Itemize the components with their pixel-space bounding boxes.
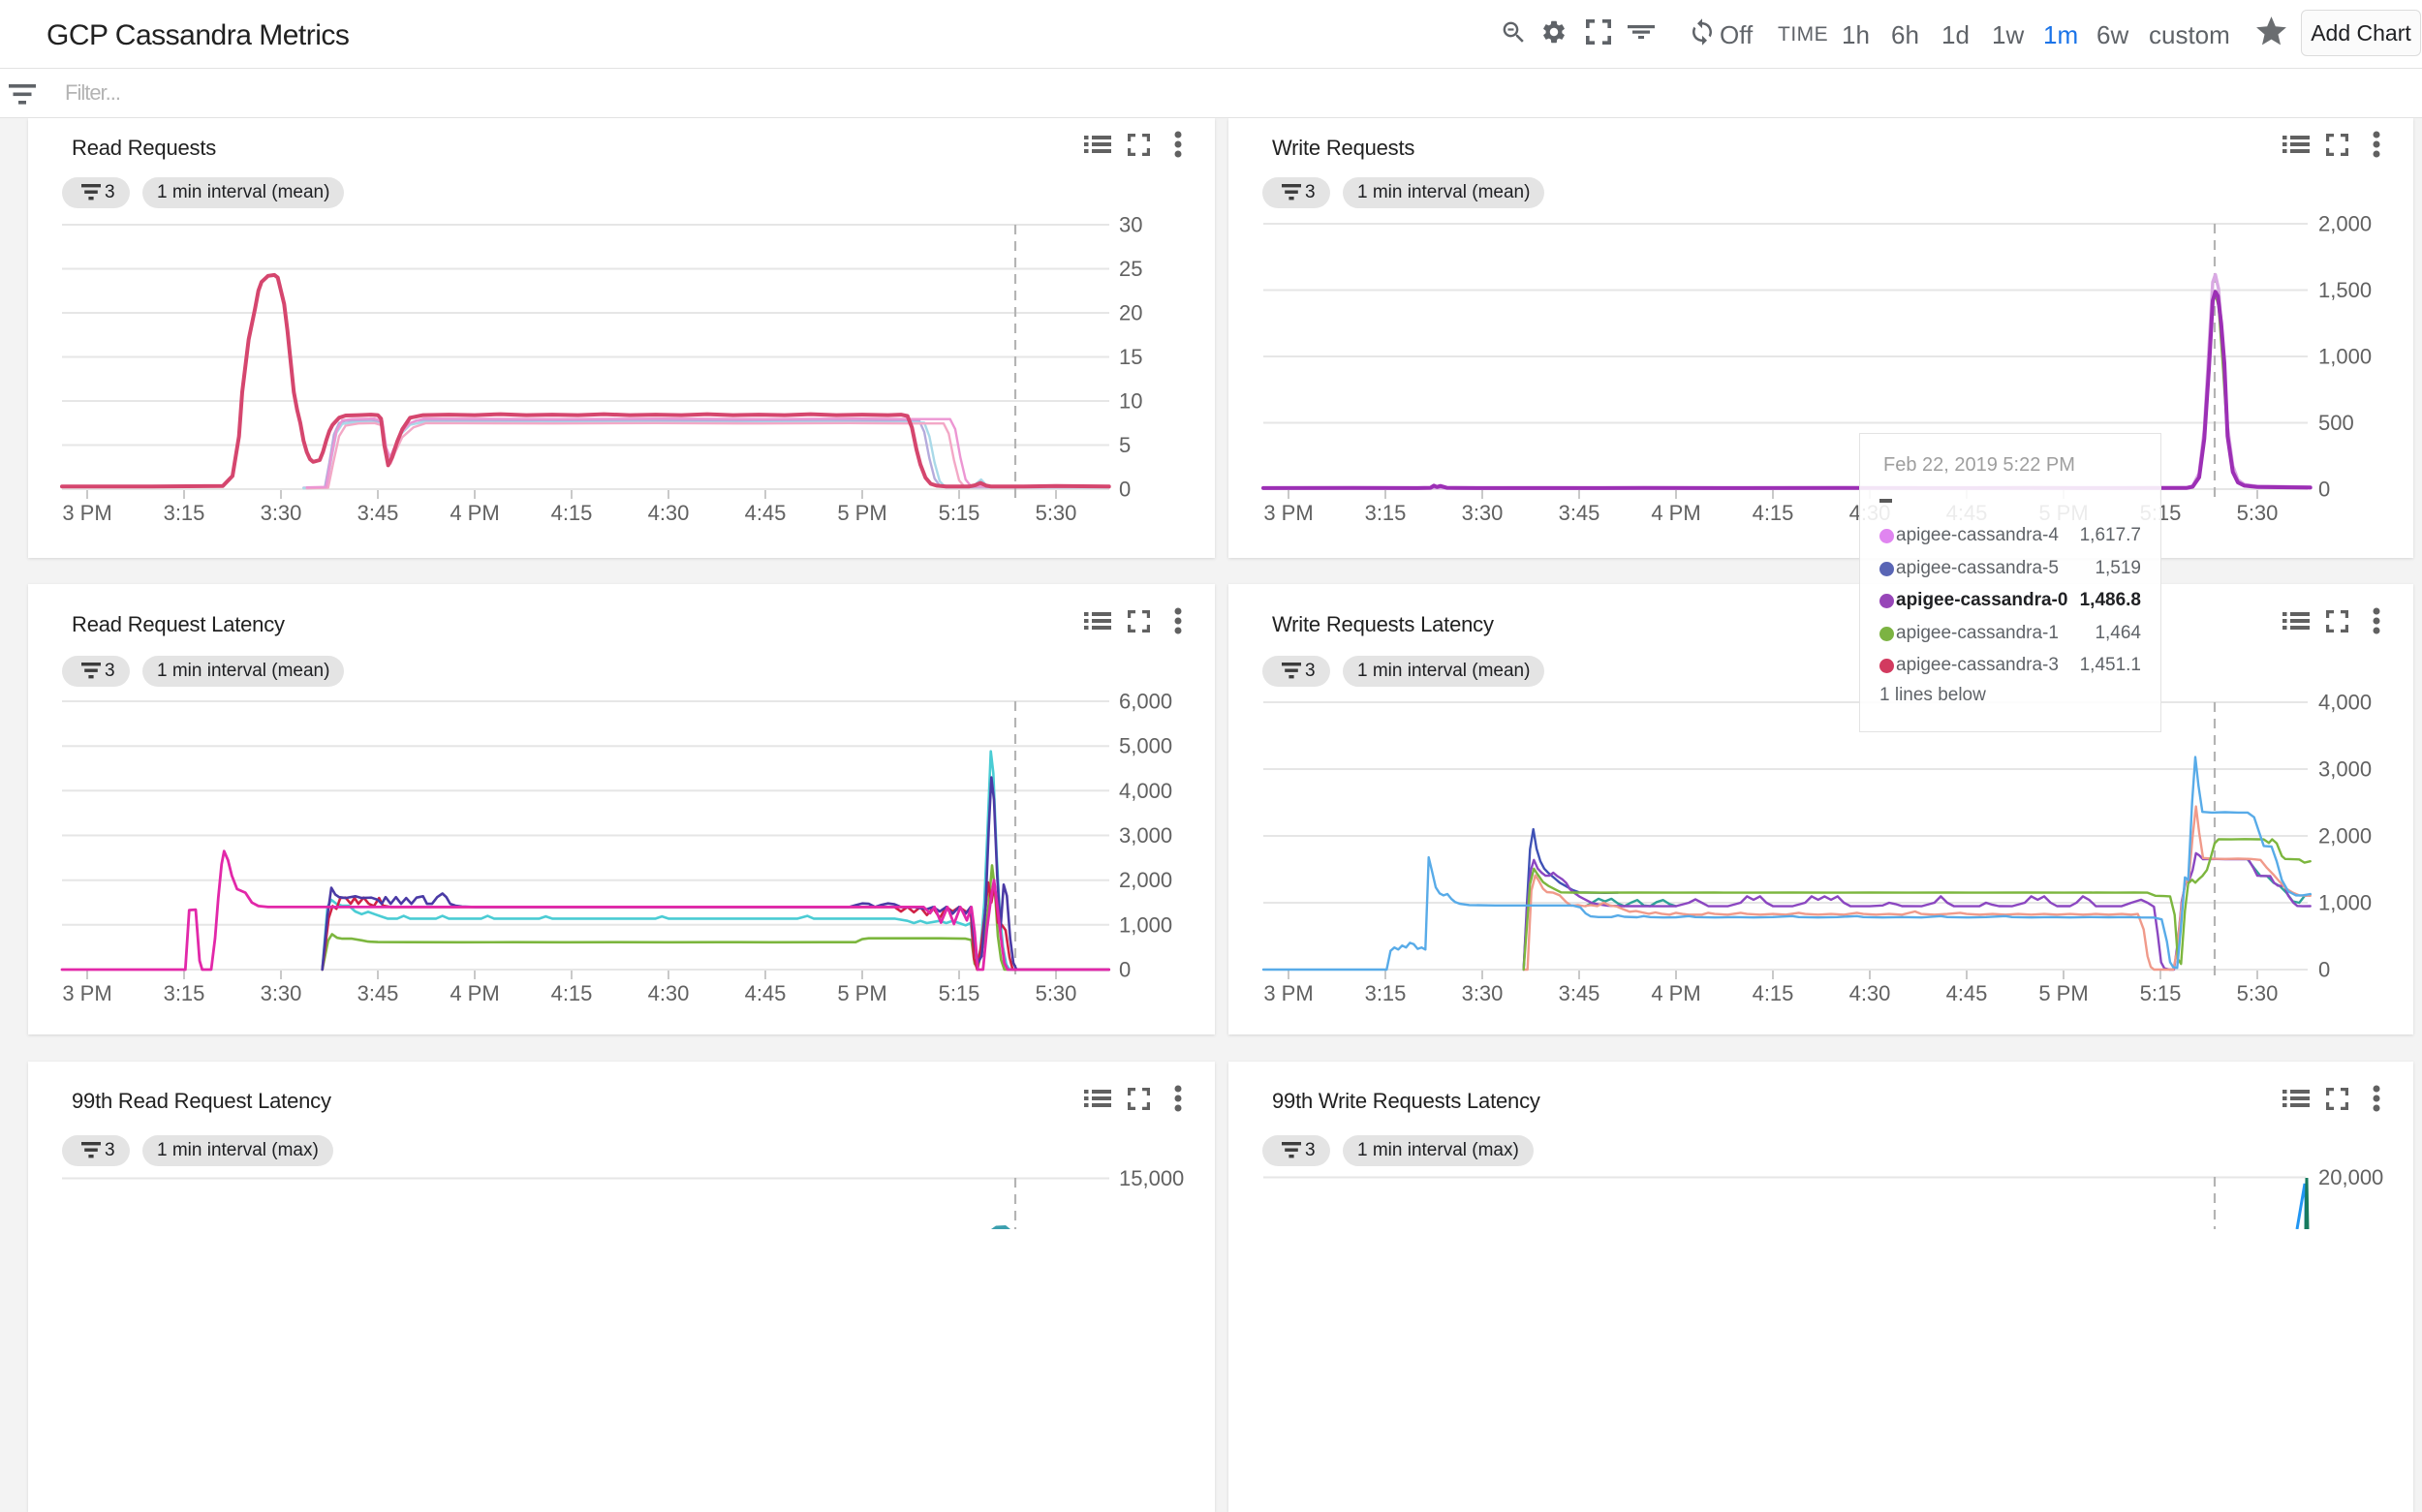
svg-text:4,000: 4,000 <box>1119 779 1172 803</box>
svg-text:5:30: 5:30 <box>2237 981 2279 1005</box>
svg-text:3,000: 3,000 <box>2318 757 2372 782</box>
svg-text:20,000: 20,000 <box>2318 1165 2383 1189</box>
svg-text:4 PM: 4 PM <box>450 501 499 525</box>
svg-text:6,000: 6,000 <box>1119 690 1172 714</box>
svg-text:1,000: 1,000 <box>1119 912 1172 937</box>
svg-text:4:15: 4:15 <box>1753 981 1794 1005</box>
svg-text:5:30: 5:30 <box>1036 981 1077 1005</box>
svg-text:5:30: 5:30 <box>2237 501 2279 525</box>
svg-text:2,000: 2,000 <box>1119 868 1172 892</box>
svg-text:0: 0 <box>2318 478 2330 502</box>
svg-text:4,000: 4,000 <box>2318 691 2372 715</box>
svg-text:4:30: 4:30 <box>648 981 690 1005</box>
svg-text:5: 5 <box>1119 433 1131 457</box>
svg-text:1,000: 1,000 <box>2318 345 2372 369</box>
svg-text:25: 25 <box>1119 257 1142 281</box>
svg-text:4:45: 4:45 <box>745 981 787 1005</box>
svg-text:0: 0 <box>1119 478 1131 502</box>
svg-text:20: 20 <box>1119 301 1142 325</box>
svg-text:10: 10 <box>1119 389 1142 414</box>
svg-text:5:15: 5:15 <box>939 501 980 525</box>
svg-text:3:15: 3:15 <box>164 981 205 1005</box>
svg-text:3,000: 3,000 <box>1119 823 1172 848</box>
svg-text:1,500: 1,500 <box>2318 278 2372 302</box>
svg-text:1,000: 1,000 <box>2318 891 2372 915</box>
svg-text:5:30: 5:30 <box>1036 501 1077 525</box>
svg-text:4:15: 4:15 <box>551 981 593 1005</box>
svg-text:3:30: 3:30 <box>261 501 302 525</box>
svg-text:5 PM: 5 PM <box>2038 981 2088 1005</box>
svg-text:0: 0 <box>2318 958 2330 982</box>
svg-text:3 PM: 3 PM <box>62 501 111 525</box>
svg-text:3:45: 3:45 <box>1559 501 1600 525</box>
svg-text:4:15: 4:15 <box>1753 501 1794 525</box>
svg-text:30: 30 <box>1119 213 1142 237</box>
svg-text:3:15: 3:15 <box>164 501 205 525</box>
svg-text:4:30: 4:30 <box>1849 981 1891 1005</box>
svg-text:2,000: 2,000 <box>2318 824 2372 849</box>
svg-text:4 PM: 4 PM <box>450 981 499 1005</box>
svg-text:4:30: 4:30 <box>648 501 690 525</box>
svg-text:3 PM: 3 PM <box>1263 501 1313 525</box>
svg-text:3 PM: 3 PM <box>1263 981 1313 1005</box>
svg-text:3:30: 3:30 <box>1462 501 1504 525</box>
svg-text:4:45: 4:45 <box>1946 981 1988 1005</box>
svg-text:5 PM: 5 PM <box>837 501 886 525</box>
svg-text:5:15: 5:15 <box>2140 981 2182 1005</box>
svg-text:4:45: 4:45 <box>745 501 787 525</box>
svg-text:5,000: 5,000 <box>1119 734 1172 758</box>
svg-text:3:45: 3:45 <box>357 501 399 525</box>
svg-text:3:30: 3:30 <box>1462 981 1504 1005</box>
svg-text:4:15: 4:15 <box>551 501 593 525</box>
svg-text:4 PM: 4 PM <box>1651 981 1700 1005</box>
svg-text:4 PM: 4 PM <box>1651 501 1700 525</box>
svg-text:3 PM: 3 PM <box>62 981 111 1005</box>
svg-text:5:15: 5:15 <box>939 981 980 1005</box>
svg-text:3:30: 3:30 <box>261 981 302 1005</box>
svg-text:3:45: 3:45 <box>357 981 399 1005</box>
svg-text:15,000: 15,000 <box>1119 1166 1184 1190</box>
svg-text:3:15: 3:15 <box>1365 501 1407 525</box>
svg-text:3:45: 3:45 <box>1559 981 1600 1005</box>
svg-text:0: 0 <box>1119 958 1131 982</box>
svg-text:5 PM: 5 PM <box>837 981 886 1005</box>
svg-text:15: 15 <box>1119 345 1142 369</box>
svg-text:500: 500 <box>2318 411 2354 435</box>
svg-text:2,000: 2,000 <box>2318 212 2372 236</box>
svg-text:3:15: 3:15 <box>1365 981 1407 1005</box>
